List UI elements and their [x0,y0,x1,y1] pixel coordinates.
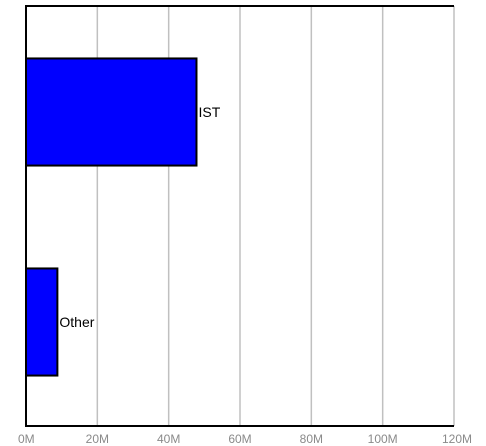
x-tick-label: 120M [442,432,472,446]
x-tick-label: 80M [300,432,323,446]
x-tick-label: 100M [368,432,398,446]
bar-label: IST [198,104,220,120]
x-tick-label: 0M [18,432,35,446]
bar-other [25,267,59,377]
bar-labels: IST Other [59,104,220,330]
bar-ist [25,57,198,167]
bars [25,57,198,377]
x-tick-label: 60M [228,432,251,446]
x-tick-labels: 0M 20M 40M 60M 80M 100M 120M [18,432,472,446]
x-tick-label: 40M [157,432,180,446]
bar-label: Other [59,314,94,330]
axes [25,5,454,427]
x-tick-label: 20M [86,432,109,446]
